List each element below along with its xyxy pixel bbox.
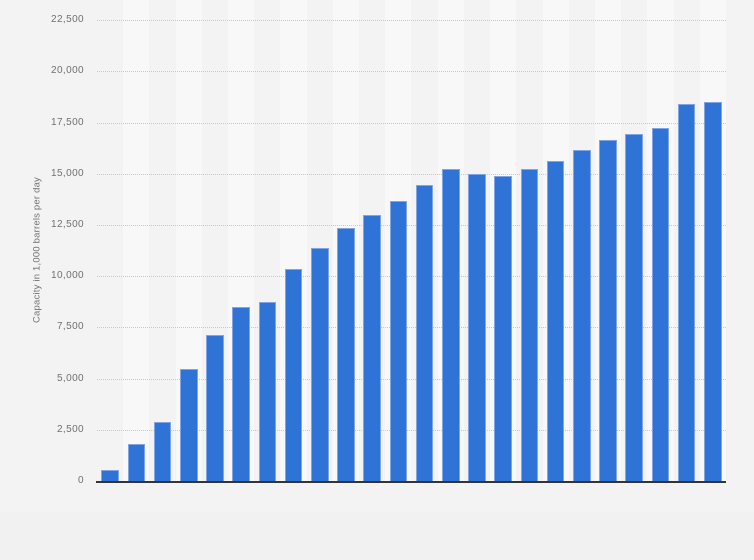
y-axis-tick-labels: 0 2,500 5,000 7,500 10,000 12,500 15,000 17,500… [0, 0, 84, 486]
x-axis-line [96, 481, 726, 483]
y-tick-label: 2,500 [56, 423, 84, 435]
gridline [97, 71, 726, 73]
bar[interactable] [573, 150, 591, 481]
y-tick-label: 22,500 [51, 14, 84, 26]
y-tick-label: 17,500 [51, 116, 84, 128]
gridline [97, 20, 726, 22]
bar[interactable] [599, 140, 617, 481]
y-tick-label: 5,000 [56, 372, 84, 384]
bar[interactable] [625, 133, 644, 481]
bar[interactable] [127, 443, 146, 481]
bar-chart: Capacity in 1,000 barrels per day 0 2,500… [0, 0, 726, 486]
bar[interactable] [337, 228, 355, 481]
bar[interactable] [206, 334, 224, 481]
bar[interactable] [153, 421, 172, 481]
bar[interactable] [258, 302, 277, 481]
bar[interactable] [284, 269, 303, 481]
y-tick-label: 0 [78, 475, 84, 486]
gridline [97, 276, 726, 278]
bar[interactable] [677, 103, 696, 481]
bar[interactable] [468, 173, 486, 481]
footer-area [0, 512, 754, 560]
bar[interactable] [442, 168, 460, 481]
y-tick-label: 12,500 [51, 219, 84, 230]
bar[interactable] [546, 160, 565, 481]
gridline [97, 225, 726, 226]
bar[interactable] [389, 201, 408, 481]
bar[interactable] [704, 101, 722, 481]
column-band [123, 0, 150, 481]
plot-area [97, 0, 726, 481]
gridline [97, 173, 726, 175]
bar[interactable] [651, 127, 670, 481]
bar[interactable] [415, 185, 434, 481]
bar[interactable] [179, 369, 198, 481]
gridline [97, 327, 726, 329]
bar[interactable] [101, 469, 119, 481]
bar[interactable] [232, 306, 250, 481]
gridline [97, 122, 726, 124]
bar[interactable] [494, 175, 513, 481]
y-tick-label: 10,000 [51, 270, 84, 282]
gridline [97, 378, 726, 380]
y-tick-label: 15,000 [51, 167, 84, 179]
bar[interactable] [520, 169, 539, 481]
y-tick-label: 7,500 [56, 321, 84, 333]
y-tick-label: 20,000 [51, 65, 84, 77]
gridline [97, 429, 726, 431]
bar[interactable] [363, 214, 381, 481]
bar[interactable] [310, 248, 329, 481]
